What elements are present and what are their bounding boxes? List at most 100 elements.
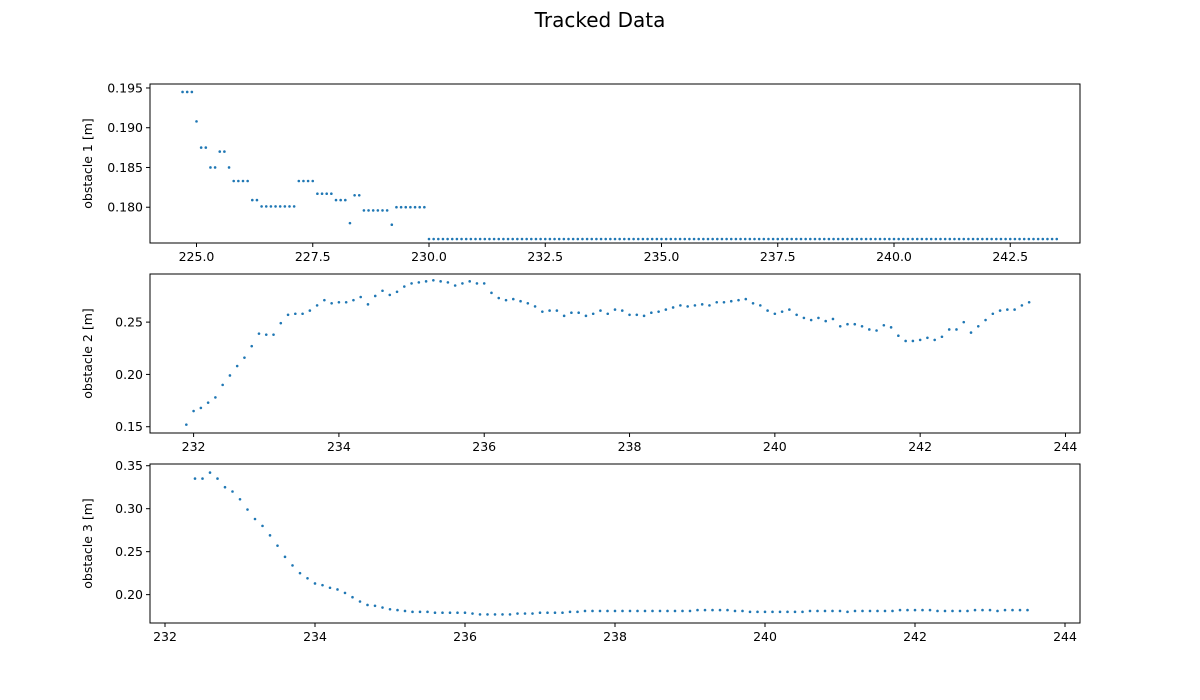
data-point bbox=[223, 150, 226, 153]
data-point bbox=[729, 237, 733, 241]
data-point bbox=[955, 328, 958, 331]
data-point bbox=[1013, 237, 1017, 241]
data-point bbox=[976, 237, 979, 241]
data-point bbox=[642, 314, 646, 318]
data-point bbox=[618, 237, 621, 241]
data-point bbox=[1018, 608, 1022, 612]
data-point bbox=[352, 298, 355, 302]
data-point bbox=[763, 610, 767, 614]
data-point bbox=[988, 608, 992, 612]
data-point bbox=[366, 303, 370, 306]
data-point bbox=[655, 237, 659, 241]
data-point bbox=[759, 304, 762, 307]
data-point bbox=[700, 303, 704, 306]
data-point bbox=[1055, 237, 1059, 241]
data-point bbox=[869, 237, 873, 241]
data-point bbox=[546, 611, 549, 614]
data-point bbox=[702, 237, 705, 241]
data-point bbox=[928, 608, 932, 612]
x-tick-label: 237.5 bbox=[760, 249, 796, 264]
data-point bbox=[255, 198, 259, 202]
data-point bbox=[664, 237, 668, 241]
data-point bbox=[925, 237, 928, 241]
data-point bbox=[539, 237, 542, 241]
data-point bbox=[385, 209, 389, 212]
data-point bbox=[223, 485, 227, 489]
data-point bbox=[606, 609, 609, 613]
data-point bbox=[1027, 300, 1031, 304]
data-point bbox=[456, 611, 459, 614]
data-point bbox=[488, 237, 491, 241]
data-point bbox=[576, 237, 580, 241]
data-point bbox=[251, 198, 254, 202]
data-point bbox=[208, 471, 212, 474]
data-point bbox=[883, 237, 886, 241]
data-point bbox=[722, 300, 726, 304]
data-point bbox=[741, 609, 744, 613]
data-point bbox=[831, 609, 834, 613]
data-point bbox=[351, 595, 354, 599]
x-tick-label: 232.5 bbox=[527, 249, 563, 264]
data-point bbox=[403, 609, 407, 613]
data-point bbox=[199, 146, 203, 149]
data-point bbox=[836, 237, 840, 241]
y-axis-label: obstacle 1 [m] bbox=[80, 118, 95, 209]
data-point bbox=[192, 409, 195, 413]
data-point bbox=[395, 205, 398, 209]
data-point bbox=[1020, 304, 1024, 307]
data-point bbox=[450, 237, 454, 241]
data-point bbox=[650, 311, 653, 315]
data-point bbox=[686, 305, 689, 308]
data-point bbox=[555, 309, 559, 312]
y-tick-label: 0.180 bbox=[107, 200, 143, 215]
data-point bbox=[991, 312, 995, 316]
data-point bbox=[1036, 237, 1040, 241]
data-point bbox=[920, 237, 924, 241]
data-point bbox=[504, 298, 508, 302]
data-point bbox=[526, 301, 530, 305]
data-point bbox=[785, 237, 789, 241]
data-point bbox=[918, 338, 922, 342]
data-point bbox=[720, 237, 724, 241]
data-point bbox=[778, 610, 782, 614]
data-point bbox=[743, 237, 747, 241]
data-point bbox=[1041, 237, 1045, 241]
data-point bbox=[878, 237, 882, 241]
data-point bbox=[911, 339, 915, 343]
data-point bbox=[410, 282, 413, 285]
data-point bbox=[323, 298, 326, 302]
subplot-2: 232 234 236 238 240 242 244 0.15 0.20 0.25 obstacl… bbox=[80, 273, 1081, 454]
data-point bbox=[336, 588, 339, 591]
data-point bbox=[501, 613, 504, 616]
data-point bbox=[260, 205, 263, 208]
data-point bbox=[486, 613, 489, 616]
data-point bbox=[232, 179, 235, 183]
data-point bbox=[832, 237, 835, 241]
data-point bbox=[850, 237, 854, 241]
data-point bbox=[853, 609, 857, 613]
data-point bbox=[767, 237, 770, 241]
data-point bbox=[898, 608, 902, 612]
x-tick-label: 238 bbox=[603, 629, 627, 644]
data-point bbox=[613, 237, 617, 241]
y-tick-label: 0.30 bbox=[115, 501, 143, 516]
data-point bbox=[376, 209, 380, 212]
data-point bbox=[404, 205, 408, 209]
data-point bbox=[463, 611, 467, 614]
data-point bbox=[897, 237, 900, 241]
data-point bbox=[739, 237, 742, 241]
data-point bbox=[943, 609, 947, 613]
data-point bbox=[373, 294, 377, 298]
data-point bbox=[981, 608, 984, 612]
data-point bbox=[553, 237, 556, 241]
data-point bbox=[595, 237, 598, 241]
data-point bbox=[238, 497, 242, 501]
data-point bbox=[218, 150, 222, 153]
data-point bbox=[934, 237, 938, 241]
data-point bbox=[855, 237, 859, 241]
data-point bbox=[568, 610, 572, 614]
data-point bbox=[308, 309, 312, 312]
data-point bbox=[493, 613, 497, 616]
data-point bbox=[969, 331, 973, 334]
data-point bbox=[846, 610, 849, 614]
